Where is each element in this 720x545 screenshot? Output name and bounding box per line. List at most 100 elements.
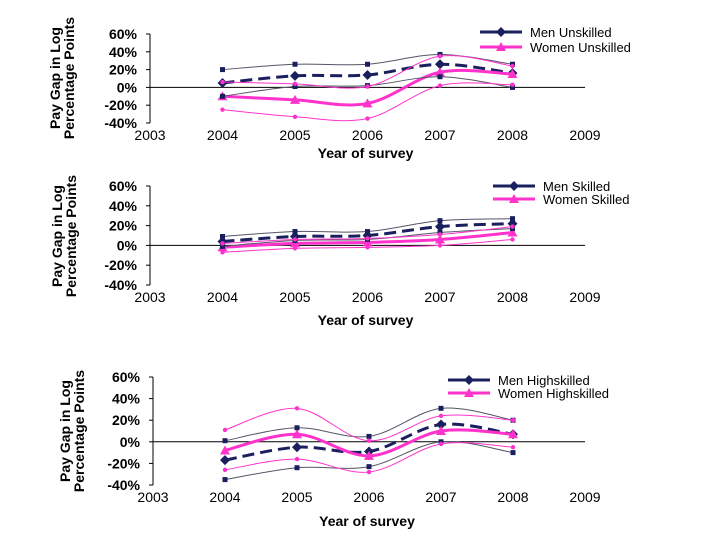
series-women-unskilled-lower [220,82,515,122]
data-point [364,450,374,460]
x-tick-label: 2006 [352,289,383,305]
x-tick-label: 2008 [497,289,528,305]
data-point [435,221,445,232]
data-point [508,429,518,439]
data-point [292,84,298,90]
x-tick-label: 2009 [569,489,600,505]
data-point [510,450,516,456]
data-point [292,246,298,251]
data-point [220,233,225,239]
x-tick-label: 2009 [569,289,600,305]
x-tick-label: 2005 [279,289,310,305]
data-point [220,67,225,73]
x-tick-label: 2003 [137,489,168,505]
data-point [510,82,515,87]
x-tick-label: 2006 [353,489,384,505]
x-axis-label: Year of survey [318,312,414,328]
data-point [220,445,230,455]
data-point [437,243,443,248]
y-axis-label-line2: Percentage Points [63,175,79,297]
series-women-unskilled-upper [220,54,515,89]
series-women-highskilled-upper [222,406,516,443]
data-point [437,74,443,80]
x-tick-label: 2005 [281,489,312,505]
legend-label: Women Highskilled [498,386,609,401]
y-tick-label: -40% [104,115,137,131]
y-tick-label: 60% [112,369,141,385]
x-tick-label: 2007 [424,289,455,305]
data-point [366,438,372,443]
data-point [510,445,516,450]
x-tick-label: 2006 [352,127,383,143]
y-tick-label: -20% [104,257,137,273]
y-tick-label: 20% [112,412,141,428]
data-point [294,425,300,431]
data-point [365,236,370,241]
data-point [292,114,298,119]
data-point [294,406,300,411]
data-point [510,216,515,222]
data-point [437,83,443,88]
legend-marker [496,27,506,37]
data-point [292,442,302,453]
legend-label: Women Unskilled [530,40,631,55]
series-men-highskilled-lower [222,439,516,483]
x-tick-label: 2005 [279,127,310,143]
data-point [435,59,445,70]
data-point [436,419,446,430]
data-point [220,455,230,466]
data-point [292,237,298,242]
y-tick-label: 40% [112,391,141,407]
series-women-skilled [217,227,518,252]
data-point [437,54,443,59]
chart-panel-skilled: -40% -20% 0% 20% 40% 60% 2003 2004 2005 2006 2007 2… [49,175,629,328]
data-point [510,418,516,423]
data-point [292,81,298,87]
y-axis-label-line2: Percentage Points [61,17,77,139]
x-tick-label: 2003 [134,127,165,143]
data-point [292,229,298,235]
data-point [437,218,443,224]
y-tick-label: 40% [109,44,138,60]
data-point [222,477,228,483]
data-point [366,433,372,439]
y-tick-label: -40% [104,277,137,293]
y-tick-label: 0% [117,237,138,253]
y-tick-label: 0% [117,79,138,95]
x-tick-label: 2007 [424,127,455,143]
series-women-unskilled [217,67,518,108]
data-point [507,227,518,237]
legend-label: Men Skilled [543,179,610,194]
y-tick-label: 60% [109,26,138,42]
x-tick-label: 2004 [207,289,238,305]
data-point [435,234,445,244]
x-tick-label: 2003 [134,289,165,305]
chart-panel-highskilled: -40% -20% 0% 20% 40% 60% 2003 2004 2005 2006 2007 2… [57,369,609,529]
data-point [294,456,300,462]
legend-marker [496,42,506,51]
data-point [220,79,225,85]
x-tick-label: 2008 [497,489,528,505]
y-axis-label-line2: Percentage Points [71,370,87,492]
chart-panel-unskilled: -40% -20% 0%20% 40% 60% 2003 2004 2005 2006 2007 2… [47,17,631,161]
data-point [290,94,300,104]
data-point [437,232,443,237]
y-tick-label: -40% [107,477,140,493]
data-point [222,467,228,473]
y-tick-label: 20% [109,218,138,234]
data-point [438,413,444,419]
x-tick-label: 2009 [569,127,600,143]
data-point [365,229,370,235]
legend-label: Men Highskilled [498,373,590,388]
y-tick-label: 60% [109,178,138,194]
data-point [365,61,370,67]
legend-marker [464,375,474,385]
data-point [290,70,300,81]
x-tick-label: 2008 [497,127,528,143]
data-point [436,426,446,435]
